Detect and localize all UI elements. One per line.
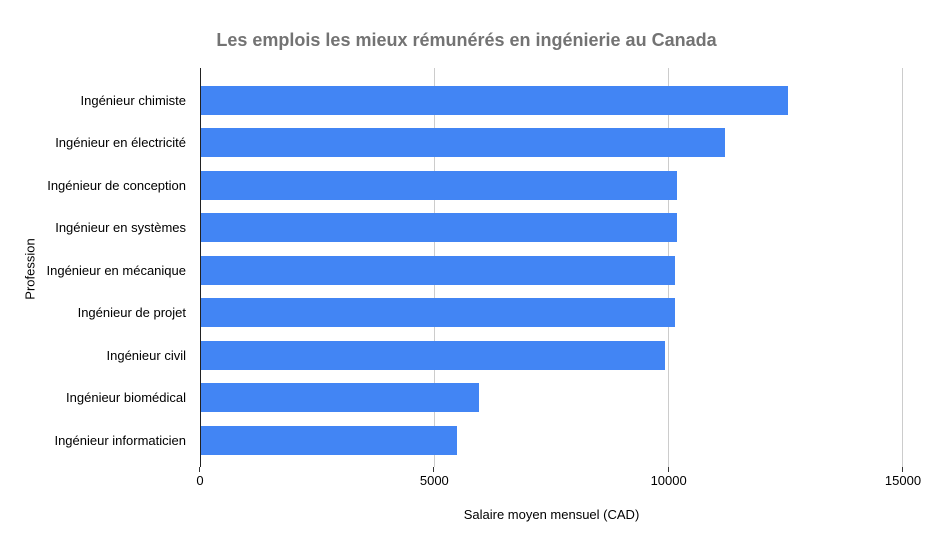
bar-row	[201, 128, 903, 157]
x-axis-ticks: 0 5000 10000 15000	[196, 467, 921, 493]
bar-7[interactable]	[201, 340, 666, 370]
bar-4[interactable]	[201, 213, 677, 242]
bar-6[interactable]	[201, 298, 675, 327]
category-label: Ingénieur civil	[106, 347, 187, 363]
plot-area	[200, 68, 903, 467]
bar-row	[201, 255, 903, 285]
category-label: Ingénieur biomédical	[66, 390, 186, 405]
tick-mark-15000	[902, 467, 903, 472]
bar-row	[201, 213, 903, 242]
tick-label-15000: 15000	[884, 473, 922, 488]
x-axis-title: Salaire moyen mensuel (CAD)	[463, 507, 640, 522]
y-axis-labels: Ingénieur chimiste Ingénieur en électrici…	[0, 68, 193, 467]
tick-mark-0	[199, 467, 200, 472]
bar-row	[201, 298, 903, 327]
chart-title: Les emplois les mieux rémunérés en ingén…	[216, 30, 717, 50]
bar-5[interactable]	[201, 255, 675, 285]
tick-mark-5000	[433, 467, 435, 472]
bar-1[interactable]	[201, 85, 789, 115]
tick-label-10000: 10000	[650, 473, 687, 488]
bar-row	[201, 340, 903, 370]
bar-row	[201, 170, 903, 200]
bar-row	[201, 383, 903, 412]
bar-row	[201, 425, 903, 455]
category-label: Ingénieur de conception	[47, 177, 186, 193]
bar-9[interactable]	[201, 425, 458, 455]
gridline-15000	[902, 68, 903, 467]
bar-2[interactable]	[201, 128, 726, 157]
category-label: Ingénieur chimiste	[80, 92, 187, 108]
tick-label-0: 0	[196, 473, 204, 488]
bar-row	[201, 85, 903, 115]
bar-8[interactable]	[201, 383, 480, 412]
category-label: Ingénieur de projet	[77, 305, 186, 320]
bar-3[interactable]	[201, 170, 677, 200]
category-label: Ingénieur en mécanique	[46, 262, 187, 278]
category-label: Ingénieur informaticien	[54, 432, 186, 448]
tick-label-5000: 5000	[419, 473, 449, 488]
tick-mark-10000	[667, 467, 669, 472]
category-label: Ingénieur en systèmes	[55, 220, 186, 235]
category-label: Ingénieur en électricité	[55, 135, 186, 150]
